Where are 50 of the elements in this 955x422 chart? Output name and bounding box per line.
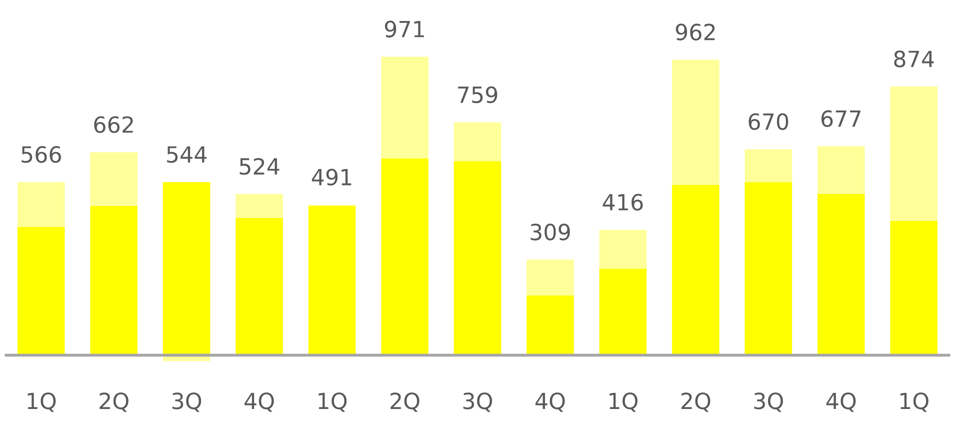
bar xyxy=(526,296,574,356)
bar xyxy=(90,206,138,356)
x-tick-label: 1Q xyxy=(28,392,56,412)
bar xyxy=(90,152,138,206)
bar xyxy=(744,149,792,182)
bar xyxy=(381,56,428,158)
bar xyxy=(454,161,502,356)
x-tick-label: 4Q xyxy=(536,392,565,412)
x-tick-label: 2Q xyxy=(390,392,420,412)
x-tick-label: 3Q xyxy=(754,392,783,412)
bar xyxy=(18,182,65,227)
text: 971 xyxy=(384,20,424,38)
bar xyxy=(744,182,792,356)
x-tick-label: 2Q xyxy=(681,392,710,412)
bar xyxy=(818,194,865,356)
annotation: 759 xyxy=(458,86,498,104)
annotation: 309 xyxy=(530,224,570,240)
text: 962 xyxy=(676,24,715,40)
annotation: 874 xyxy=(894,50,934,68)
annotation: 670 xyxy=(748,113,788,130)
annotation: 544 xyxy=(167,146,207,163)
x-tick-label: 1Q xyxy=(610,392,638,412)
bar xyxy=(890,86,938,221)
annotation: 524 xyxy=(240,158,280,175)
bar xyxy=(672,185,720,356)
x-tick-label: 1Q xyxy=(900,392,928,412)
annotation: 662 xyxy=(94,116,133,133)
annotation: 677 xyxy=(821,110,860,128)
bar xyxy=(381,158,428,356)
annotation: 416 xyxy=(602,194,643,211)
bar xyxy=(599,268,647,356)
bar xyxy=(18,226,65,356)
bar xyxy=(236,218,283,356)
annotation: 566 xyxy=(22,146,61,163)
bar xyxy=(818,146,865,194)
x-tick-label: 2Q xyxy=(100,392,128,412)
bar xyxy=(162,182,210,356)
x-tick-label: 4Q xyxy=(826,392,856,412)
bar xyxy=(599,230,647,269)
x-tick-label: 3Q xyxy=(463,392,492,412)
bar xyxy=(890,220,938,356)
bar xyxy=(236,194,283,218)
bar xyxy=(454,122,502,162)
annotation: 491 xyxy=(312,168,352,186)
x-tick-label: 4Q xyxy=(244,392,274,412)
bar xyxy=(308,206,356,356)
x-tick-label: 3Q xyxy=(172,392,202,412)
x-tick-label: 1Q xyxy=(318,392,347,412)
bar xyxy=(526,260,574,296)
bar xyxy=(672,60,720,186)
